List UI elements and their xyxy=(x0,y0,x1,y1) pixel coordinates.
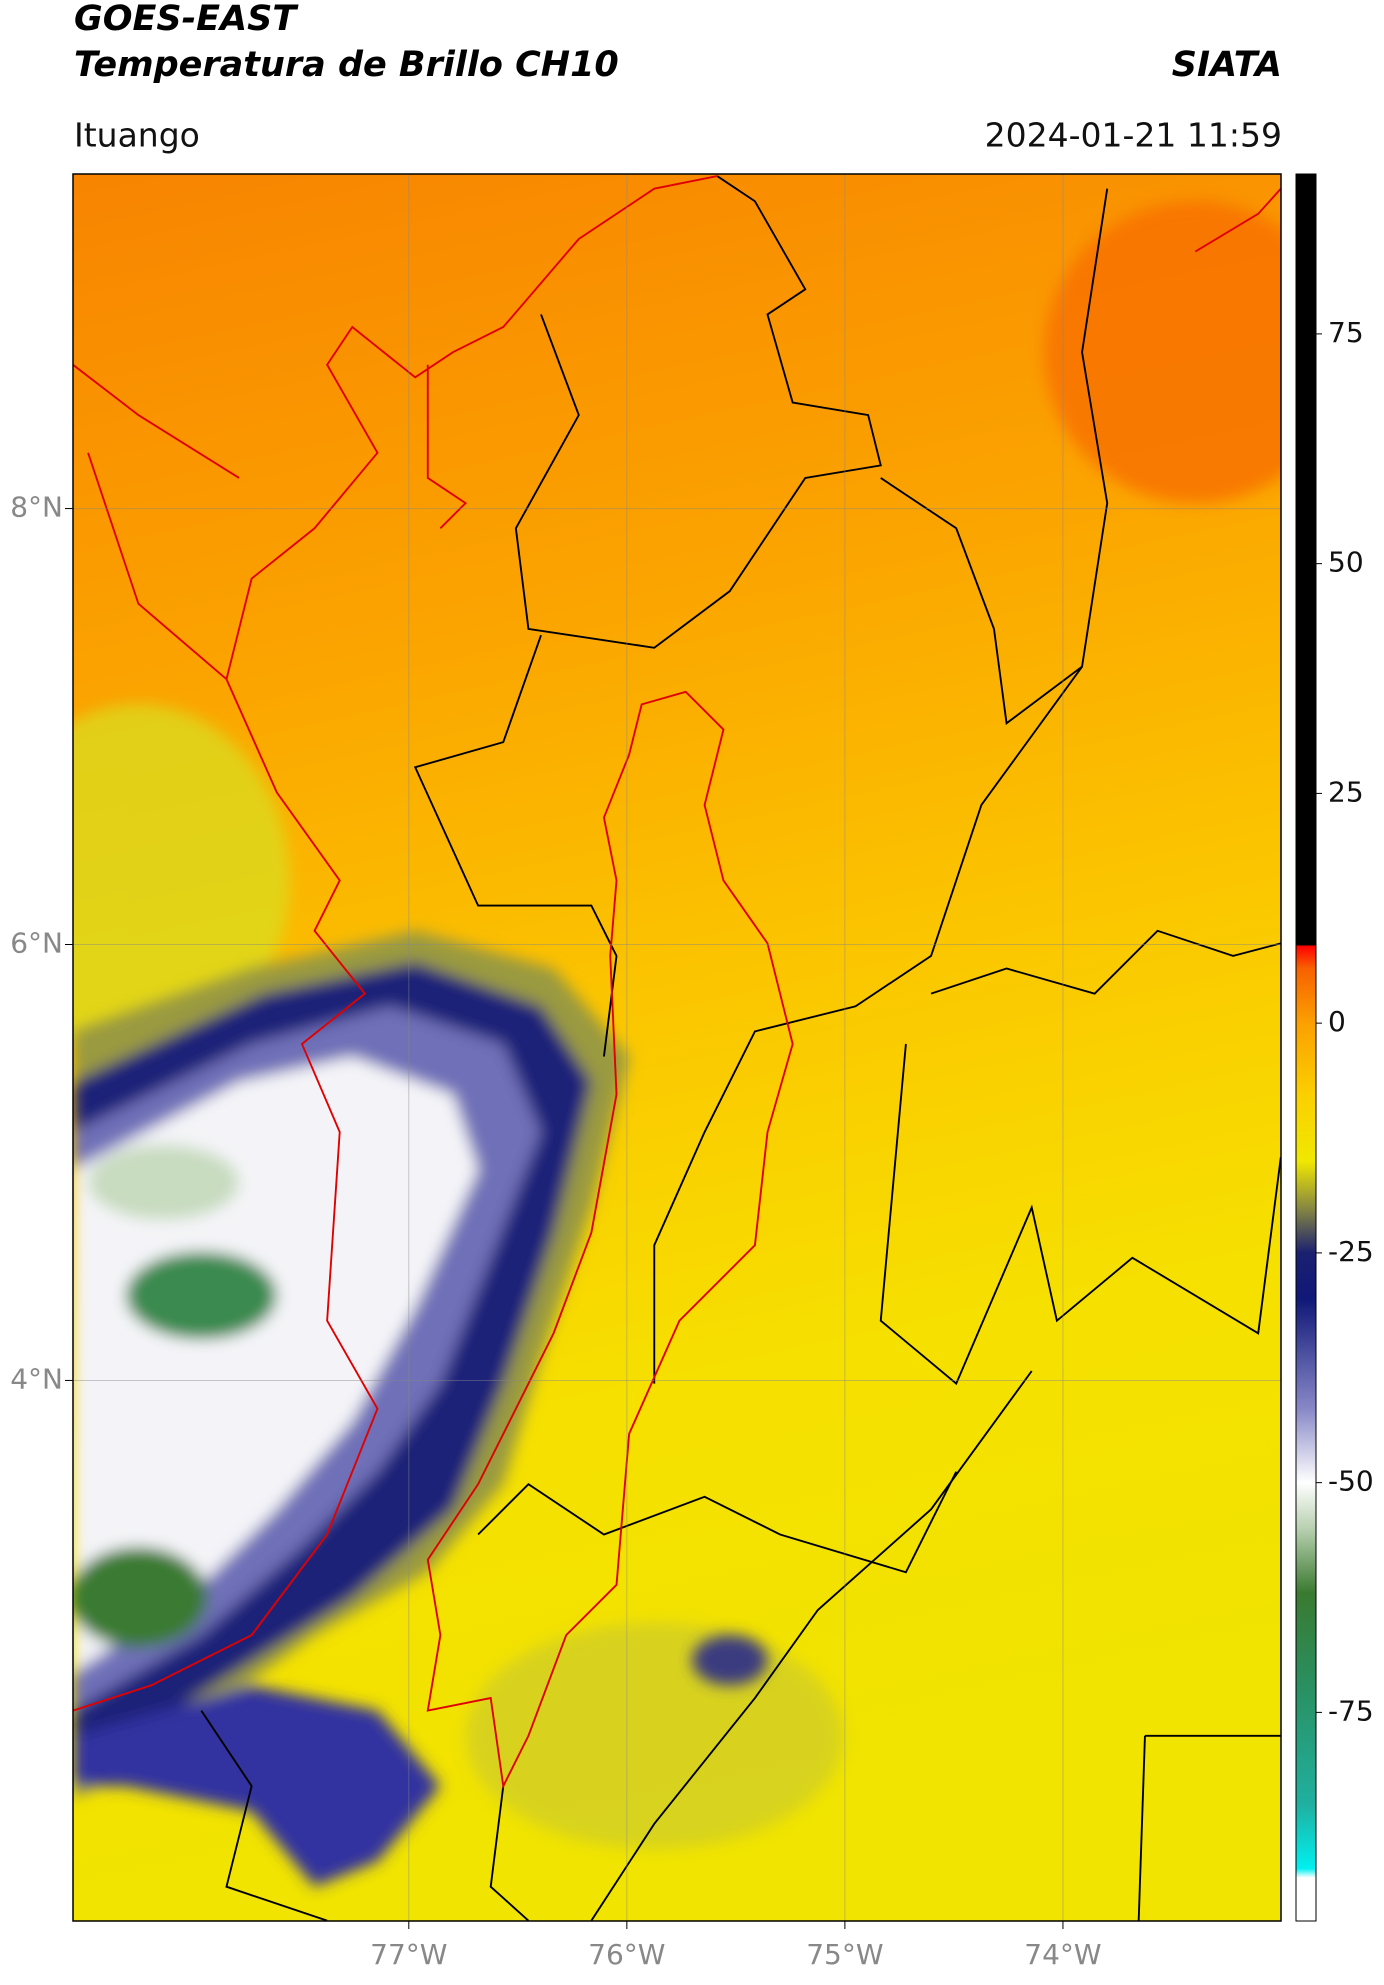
colorbar-tick-label: 0 xyxy=(1328,1005,1346,1038)
lon-tick-label: 74°W xyxy=(1024,1938,1101,1971)
lon-tick-label: 76°W xyxy=(588,1938,665,1971)
map-artwork xyxy=(72,173,1281,1921)
colorbar-tick-label: 75 xyxy=(1328,316,1364,349)
colorbar xyxy=(1295,173,1317,1922)
lat-tick-label: 4°N xyxy=(10,1362,63,1395)
colorbar-tick-label: -75 xyxy=(1328,1694,1374,1727)
colorbar-tick-label: 50 xyxy=(1328,546,1364,579)
lat-tick-label: 8°N xyxy=(10,491,63,524)
lon-tick-label: 77°W xyxy=(370,1938,447,1971)
subtitle: Temperatura de Brillo CH10 xyxy=(74,45,619,85)
region: Ituango xyxy=(74,116,200,155)
lon-tick-label: 75°W xyxy=(806,1938,883,1971)
agency: SIATA xyxy=(1172,45,1282,85)
axes: 77°W 76°W 75°W 74°W 8°N 6°N 4°N xyxy=(10,174,1281,1971)
map-frame xyxy=(72,173,1282,1922)
datetime: 2024-01-21 11:59 xyxy=(985,116,1282,155)
colorbar-tick-label: -50 xyxy=(1328,1465,1374,1498)
colorbar-tick-label: -25 xyxy=(1328,1235,1374,1268)
lat-tick-label: 6°N xyxy=(10,927,63,960)
title: GOES-EAST xyxy=(74,0,299,39)
colorbar-tick-label: 25 xyxy=(1328,775,1364,808)
